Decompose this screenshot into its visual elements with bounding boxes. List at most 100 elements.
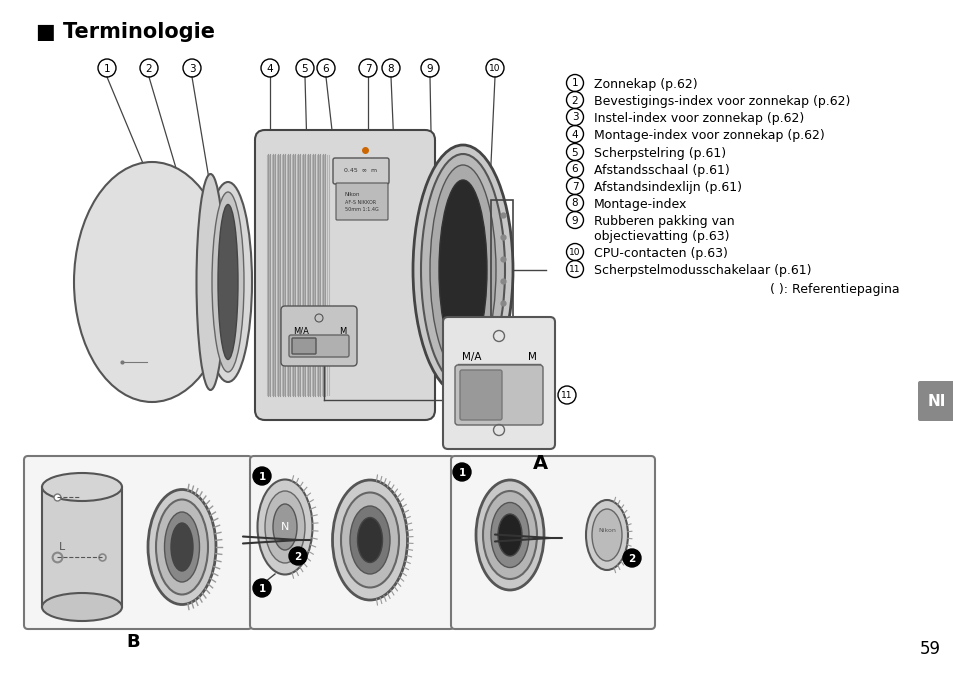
Circle shape: [289, 547, 307, 565]
Ellipse shape: [476, 480, 543, 590]
Ellipse shape: [592, 509, 621, 561]
Ellipse shape: [413, 145, 513, 395]
Text: 5: 5: [571, 148, 578, 158]
Text: 7: 7: [571, 181, 578, 192]
Text: 3: 3: [189, 64, 195, 74]
FancyBboxPatch shape: [335, 183, 388, 220]
Ellipse shape: [257, 479, 313, 575]
Text: 11: 11: [569, 265, 580, 274]
Ellipse shape: [74, 162, 230, 402]
FancyBboxPatch shape: [254, 130, 435, 420]
Text: 50mm 1:1.4G: 50mm 1:1.4G: [345, 207, 378, 212]
Ellipse shape: [171, 523, 193, 571]
Ellipse shape: [357, 517, 382, 563]
Text: 1: 1: [104, 64, 111, 74]
Text: N: N: [280, 522, 289, 532]
Text: 2: 2: [294, 552, 301, 561]
Ellipse shape: [212, 192, 244, 372]
Text: 59: 59: [919, 640, 940, 658]
Text: 5: 5: [301, 64, 308, 74]
Text: Instel-index voor zonnekap (p.62): Instel-index voor zonnekap (p.62): [594, 112, 803, 125]
FancyBboxPatch shape: [442, 317, 555, 449]
Text: 11: 11: [560, 391, 572, 400]
Text: Rubberen pakking van
objectievatting (p.63): Rubberen pakking van objectievatting (p.…: [594, 215, 734, 243]
Ellipse shape: [420, 154, 504, 386]
FancyBboxPatch shape: [289, 335, 349, 357]
Ellipse shape: [42, 593, 122, 621]
Ellipse shape: [585, 500, 627, 570]
Text: ( ): Referentiepagina: ( ): Referentiepagina: [770, 283, 899, 296]
FancyBboxPatch shape: [917, 381, 953, 421]
Ellipse shape: [491, 502, 529, 567]
Text: M: M: [338, 327, 346, 336]
Text: 6: 6: [322, 64, 329, 74]
Text: 1: 1: [258, 471, 265, 481]
Text: 1: 1: [571, 79, 578, 89]
FancyBboxPatch shape: [451, 456, 655, 629]
Ellipse shape: [340, 492, 398, 588]
Text: 10: 10: [569, 248, 580, 257]
FancyBboxPatch shape: [455, 365, 542, 425]
Text: 7: 7: [364, 64, 371, 74]
Text: 10: 10: [489, 64, 500, 73]
Circle shape: [253, 467, 271, 485]
Text: Scherpstelmodusschakelaar (p.61): Scherpstelmodusschakelaar (p.61): [594, 264, 811, 277]
Text: 2: 2: [146, 64, 152, 74]
Text: Montage-index: Montage-index: [594, 198, 687, 211]
Text: M/A: M/A: [461, 352, 481, 362]
Text: 8: 8: [571, 198, 578, 209]
Text: L: L: [59, 542, 65, 552]
Text: 8: 8: [387, 64, 394, 74]
FancyBboxPatch shape: [24, 456, 252, 629]
Text: 2: 2: [571, 95, 578, 106]
FancyBboxPatch shape: [250, 456, 454, 629]
Text: M/A: M/A: [293, 327, 309, 336]
FancyBboxPatch shape: [459, 370, 501, 420]
Text: 0.45  ∞  m: 0.45 ∞ m: [344, 169, 377, 173]
Text: 9: 9: [571, 215, 578, 225]
FancyBboxPatch shape: [281, 306, 356, 366]
Text: 2: 2: [628, 554, 635, 563]
Text: NI: NI: [927, 393, 945, 408]
Circle shape: [453, 463, 471, 481]
Text: 4: 4: [571, 129, 578, 139]
Ellipse shape: [42, 473, 122, 501]
Ellipse shape: [333, 480, 407, 600]
Circle shape: [622, 549, 640, 567]
Ellipse shape: [156, 500, 208, 594]
Ellipse shape: [218, 204, 237, 359]
Text: A: A: [533, 454, 547, 473]
Text: CPU-contacten (p.63): CPU-contacten (p.63): [594, 247, 727, 260]
FancyBboxPatch shape: [292, 338, 315, 354]
Text: 6: 6: [571, 165, 578, 175]
Text: Montage-index voor zonnekap (p.62): Montage-index voor zonnekap (p.62): [594, 129, 824, 142]
Text: Zonnekap (p.62): Zonnekap (p.62): [594, 78, 697, 91]
Ellipse shape: [438, 180, 486, 360]
Text: Afstandsschaal (p.61): Afstandsschaal (p.61): [594, 164, 729, 177]
Text: 1: 1: [258, 584, 265, 594]
Ellipse shape: [497, 514, 521, 556]
Text: ■ Terminologie: ■ Terminologie: [36, 22, 214, 42]
Text: Nikon: Nikon: [598, 527, 616, 533]
Text: B: B: [126, 633, 140, 651]
FancyBboxPatch shape: [333, 158, 389, 184]
Ellipse shape: [204, 182, 252, 382]
Ellipse shape: [196, 174, 224, 390]
Text: 1: 1: [457, 468, 465, 477]
Bar: [42, 487, 122, 607]
Ellipse shape: [273, 504, 296, 550]
Text: 3: 3: [571, 112, 578, 123]
Text: 9: 9: [426, 64, 433, 74]
Text: AF-S NIKKOR: AF-S NIKKOR: [345, 200, 375, 205]
Ellipse shape: [430, 165, 496, 375]
Text: 4: 4: [267, 64, 273, 74]
Ellipse shape: [482, 491, 537, 579]
Text: M: M: [527, 352, 537, 362]
Ellipse shape: [148, 489, 215, 605]
Circle shape: [253, 579, 271, 597]
Ellipse shape: [164, 512, 199, 582]
Text: Afstandsindexlijn (p.61): Afstandsindexlijn (p.61): [594, 181, 741, 194]
Text: Nikon: Nikon: [345, 192, 360, 197]
Ellipse shape: [350, 506, 390, 574]
Ellipse shape: [265, 491, 305, 563]
